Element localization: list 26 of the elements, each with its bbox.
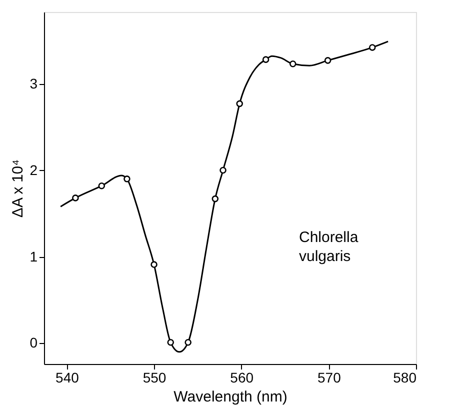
- point: [124, 176, 130, 182]
- x-tick-label: 560: [230, 370, 254, 386]
- point: [98, 182, 106, 190]
- x-tick-label: 550: [142, 370, 166, 386]
- x-tick-label: 580: [393, 370, 417, 386]
- point: [289, 60, 296, 68]
- y-tick-label: 2: [30, 162, 38, 178]
- point: [184, 338, 192, 346]
- point: [150, 261, 158, 268]
- y-tick-label: 1: [30, 248, 38, 264]
- x-tick-label: 570: [317, 370, 342, 386]
- y-axis-title: ΔA x 10⁴: [10, 159, 27, 218]
- point: [212, 195, 219, 202]
- annotation: Chlorella vulgaris: [299, 229, 359, 265]
- y-tick-label: 0: [30, 334, 38, 351]
- x-tick-label: 540: [56, 370, 80, 386]
- point: [236, 100, 243, 108]
- point: [368, 44, 376, 51]
- point: [72, 194, 79, 202]
- point: [167, 338, 174, 346]
- point: [220, 166, 226, 174]
- point: [324, 57, 332, 64]
- x-axis-title: Wavelength (nm): [174, 388, 288, 406]
- line-series: [60, 40, 389, 353]
- point: [262, 56, 270, 63]
- y-tick-label: 3: [30, 75, 38, 92]
